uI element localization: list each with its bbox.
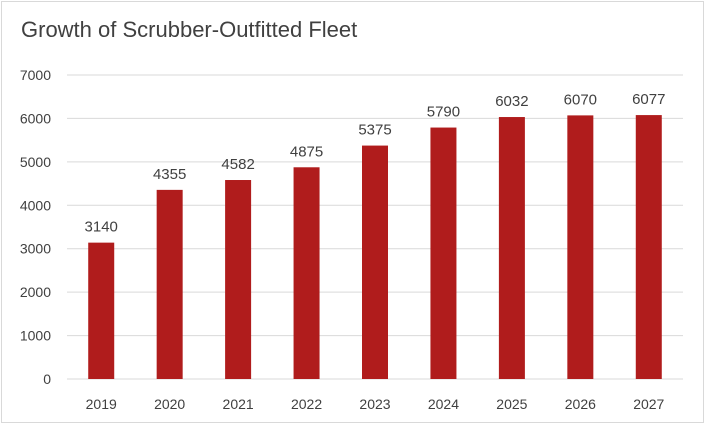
bar bbox=[362, 145, 388, 379]
data-label: 6077 bbox=[632, 91, 665, 108]
bar bbox=[293, 167, 320, 379]
bar bbox=[498, 117, 525, 380]
y-tick-label: 1000 bbox=[20, 328, 51, 344]
y-tick-label: 0 bbox=[43, 371, 51, 387]
data-label: 5375 bbox=[358, 122, 391, 139]
data-label: 5790 bbox=[427, 104, 460, 121]
data-label: 4355 bbox=[153, 166, 186, 183]
y-tick-label: 6000 bbox=[20, 110, 51, 126]
bar bbox=[430, 127, 457, 379]
x-tick-label: 2019 bbox=[86, 396, 117, 412]
data-label: 4875 bbox=[290, 143, 323, 160]
data-label: 6070 bbox=[564, 91, 597, 108]
x-tick-label: 2026 bbox=[565, 396, 596, 412]
bar bbox=[225, 180, 252, 379]
x-tick-label: 2023 bbox=[359, 396, 390, 412]
bar bbox=[88, 242, 115, 379]
bar bbox=[156, 189, 183, 379]
x-tick-label: 2021 bbox=[223, 396, 254, 412]
x-tick-label: 2022 bbox=[291, 396, 322, 412]
data-label: 6032 bbox=[495, 93, 528, 110]
y-tick-label: 4000 bbox=[20, 197, 51, 213]
x-tick-label: 2027 bbox=[633, 396, 664, 412]
x-tick-label: 2020 bbox=[154, 396, 185, 412]
bar bbox=[635, 115, 662, 380]
data-label: 4582 bbox=[221, 156, 254, 173]
y-tick-label: 3000 bbox=[20, 241, 51, 257]
bar bbox=[567, 115, 594, 379]
chart-title: Growth of Scrubber-Outfitted Fleet bbox=[21, 17, 358, 42]
y-tick-label: 2000 bbox=[20, 284, 51, 300]
data-label: 3140 bbox=[85, 219, 118, 236]
x-tick-label: 2025 bbox=[496, 396, 527, 412]
x-tick-label: 2024 bbox=[428, 396, 459, 412]
y-tick-label: 7000 bbox=[20, 67, 51, 83]
y-tick-label: 5000 bbox=[20, 154, 51, 170]
